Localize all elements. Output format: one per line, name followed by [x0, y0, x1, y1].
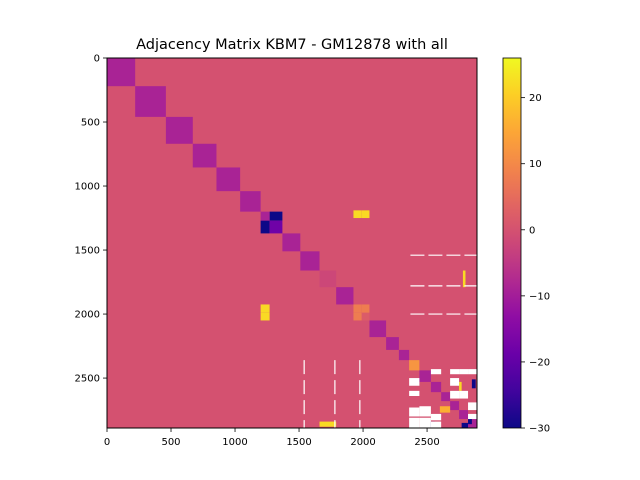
colorbar-tick-label: 0 — [529, 225, 535, 236]
heatmap-cell — [353, 304, 362, 313]
heatmap-cell — [269, 220, 283, 234]
chart-title: Adjacency Matrix KBM7 - GM12878 with all — [136, 37, 448, 53]
missing-cell — [450, 378, 460, 386]
heatmap-cell — [353, 210, 362, 219]
x-tick-label: 0 — [104, 437, 110, 448]
x-tick-label: 1500 — [286, 437, 311, 448]
diagonal-block — [369, 320, 387, 338]
colorbar: 20 10 0 −10 −20 −30 — [502, 57, 550, 435]
diagonal-block — [135, 86, 166, 117]
heatmap-cell — [269, 211, 283, 221]
diagonal-block — [430, 381, 442, 393]
missing-cell — [409, 417, 420, 428]
missing-cell — [450, 390, 460, 399]
diagonal-block — [165, 116, 193, 144]
missing-cell — [430, 421, 442, 428]
missing-cell — [409, 390, 420, 396]
colorbar-tick-label: −30 — [529, 424, 550, 435]
missing-cell — [468, 369, 477, 375]
missing-cell — [450, 369, 460, 375]
diagonal-block — [450, 401, 460, 411]
colorbar-gradient — [502, 57, 522, 429]
missing-cell — [430, 413, 442, 421]
heatmap-cell — [361, 312, 370, 321]
diagonal-block — [441, 392, 451, 402]
heatmap-cell — [260, 304, 270, 313]
y-tick-label: 2500 — [75, 374, 100, 385]
colorbar-tick-label: −10 — [529, 291, 550, 302]
missing-cell — [459, 390, 469, 399]
diagonal-block — [419, 370, 431, 382]
diagonal-block — [409, 360, 420, 371]
x-axis: 0 500 1000 1500 2000 2500 — [104, 428, 440, 448]
diagonal-block — [398, 349, 410, 361]
heatmap-cell — [461, 422, 469, 428]
plot-frame — [106, 57, 478, 429]
colorbar-tick-label: 10 — [529, 159, 542, 170]
heatmap-cell — [459, 381, 462, 391]
y-tick-label: 1500 — [75, 246, 100, 257]
x-tick-label: 500 — [161, 437, 180, 448]
heatmap-cell — [361, 210, 370, 219]
heatmap-cell — [319, 421, 337, 427]
missing-cell — [459, 369, 469, 375]
heatmap-cell — [353, 312, 362, 321]
heatmap-cell — [260, 220, 270, 234]
diagonal-block — [192, 143, 217, 168]
y-tick-label: 1000 — [75, 182, 100, 193]
x-tick-label: 2000 — [350, 437, 375, 448]
y-axis: 0 500 1000 1500 2000 2500 — [75, 54, 107, 385]
x-tick-label: 1000 — [222, 437, 247, 448]
y-tick-label: 0 — [94, 54, 100, 65]
heatmap-cell — [260, 211, 270, 221]
heatmap-cell — [260, 312, 270, 321]
missing-cell — [468, 402, 477, 411]
diagonal-block — [282, 233, 301, 252]
missing-cell — [430, 369, 442, 375]
heatmap-cell — [439, 406, 451, 413]
missing-cell — [419, 417, 431, 428]
diagonal-block — [300, 251, 320, 271]
diagonal-block — [386, 337, 399, 350]
colorbar-tick-label: 20 — [529, 93, 542, 104]
missing-cell — [409, 407, 420, 417]
heatmap-cell — [471, 379, 476, 389]
colorbar-tick-label: −20 — [529, 357, 550, 368]
missing-cell — [468, 413, 477, 420]
missing-cell — [419, 406, 431, 417]
diagonal-block — [216, 167, 241, 192]
missing-cell — [409, 378, 420, 386]
y-tick-label: 500 — [81, 118, 100, 129]
heatmap-area — [107, 58, 477, 428]
y-tick-label: 2000 — [75, 310, 100, 321]
heatmap-cell — [462, 270, 466, 288]
diagonal-block — [468, 419, 477, 428]
heatmap-cell — [361, 304, 370, 313]
diagonal-block — [336, 287, 354, 305]
x-tick-label: 2500 — [414, 437, 439, 448]
diagonal-block — [240, 191, 261, 212]
heatmap-cell — [468, 419, 472, 425]
diagonal-block — [107, 58, 136, 87]
diagonal-block — [459, 410, 469, 420]
diagonal-block — [319, 270, 337, 288]
